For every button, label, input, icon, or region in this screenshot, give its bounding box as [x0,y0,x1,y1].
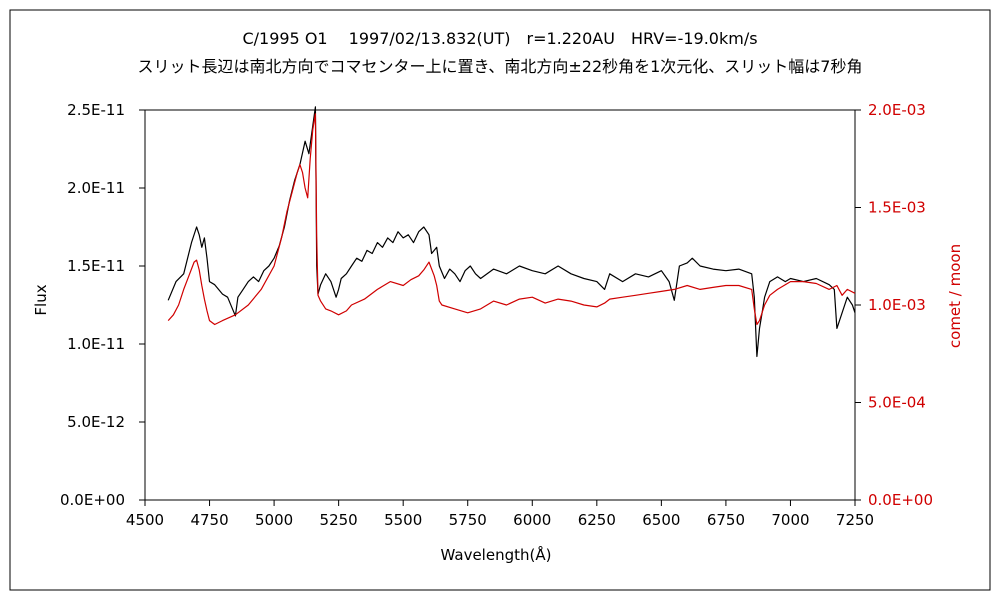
x-tick-label: 5000 [255,511,293,529]
data-series [167,106,856,358]
series-line-comet-moon [167,113,856,326]
y-tick-label-right: 1.0E-03 [868,296,926,314]
chart-title: C/1995 O1 1997/02/13.832(UT) r=1.220AU H… [242,29,757,48]
y-tick-label-right: 0.0E+00 [868,491,933,509]
x-tick-label: 4500 [126,511,164,529]
x-tick-label: 6500 [642,511,680,529]
y-tick-label-left: 0.0E+00 [60,491,125,509]
y-tick-label-right: 2.0E-03 [868,101,926,119]
y-tick-label-left: 2.0E-11 [67,179,125,197]
y-tick-label-left: 5.0E-12 [67,413,125,431]
y-tick-label-right: 5.0E-04 [868,394,926,412]
axis-ticks: 4500 4750 5000 5250 5500 5750 6000 6250 6500 6750… [60,101,933,529]
y-axis-label-right: comet / moon [946,244,964,348]
chart-subtitle: スリット長辺は南北方向でコマセンター上に置き、南北方向±22秒角を1次元化、スリ… [137,57,862,76]
x-tick-label: 6000 [513,511,551,529]
x-tick-label: 4750 [190,511,228,529]
chart-frame [9,9,991,591]
y-tick-label-left: 1.5E-11 [67,257,125,275]
x-tick-label: 6250 [578,511,616,529]
y-tick-label-left: 1.0E-11 [67,335,125,353]
x-tick-label: 5500 [384,511,422,529]
y-axis-label-left: Flux [32,284,50,315]
x-tick-label: 7250 [836,511,874,529]
series-line-flux [167,106,856,358]
x-tick-label: 7000 [771,511,809,529]
y-tick-label-left: 2.5E-11 [67,101,125,119]
x-axis-label: Wavelength(Å) [441,545,552,564]
y-tick-label-right: 1.5E-03 [868,199,926,217]
x-tick-label: 5250 [320,511,358,529]
x-tick-label: 5750 [449,511,487,529]
x-tick-label: 6750 [707,511,745,529]
